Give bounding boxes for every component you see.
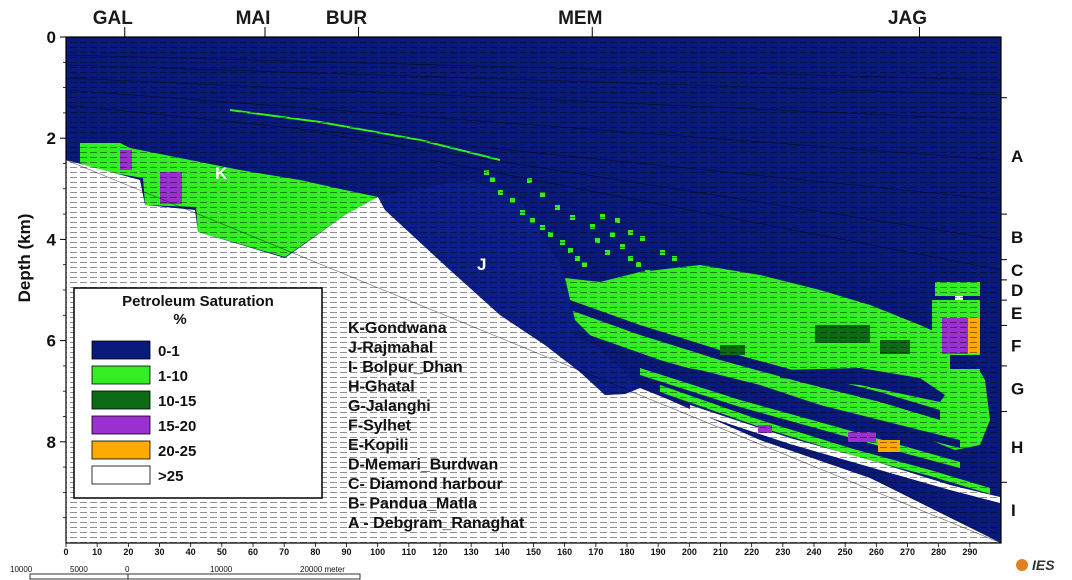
legend-swatch (91, 390, 151, 410)
formation-item: J-Rajmahal (348, 340, 433, 357)
y-tick-label: 2 (47, 129, 56, 148)
scale-bar: 10000 5000 0 10000 20000 meter (10, 565, 361, 580)
x-tick-label: 130 (464, 547, 479, 557)
formation-item: G-Jalanghi (348, 398, 431, 415)
x-tick-label: 280 (931, 547, 946, 557)
scale-label: 5000 (70, 565, 88, 574)
x-tick-label: 100 (370, 547, 385, 557)
x-tick-label: 260 (869, 547, 884, 557)
body-label-k: K (215, 164, 228, 183)
x-tick-label: 40 (186, 547, 196, 557)
scale-label: 20000 meter (300, 565, 345, 574)
x-tick-label: 200 (682, 547, 697, 557)
x-axis: 0 10 20 30 40 50 60 70 80 90 100 110 120 130 140 150 160… (63, 543, 977, 557)
legend-item-label: 10-15 (158, 393, 196, 410)
y-tick-label: 0 (47, 28, 56, 47)
x-tick-label: 190 (651, 547, 666, 557)
y-tick-label: 6 (47, 332, 56, 351)
legend-swatch (91, 340, 151, 360)
x-tick-label: 70 (279, 547, 289, 557)
formation-list: K-Gondwana J-Rajmahal I- Bolpur_Dhan H-Ghat… (348, 320, 525, 532)
legend: Petroleum Saturation % 0-1 1-10 10-15 15-20… (73, 287, 323, 499)
x-tick-label: 110 (402, 547, 417, 557)
formation-item: H-Ghatal (348, 379, 415, 396)
x-tick-label: 60 (248, 547, 258, 557)
y-axis-label: Depth (km) (15, 214, 34, 303)
x-tick-label: 0 (63, 547, 68, 557)
ies-logo-text: IES (1032, 557, 1055, 573)
legend-item-label: 15-20 (158, 418, 196, 435)
x-tick-label: 230 (775, 547, 790, 557)
legend-item-label: 0-1 (158, 343, 180, 360)
zone-label-c: C (1011, 261, 1023, 280)
scale-bar-labels: 10000 5000 0 10000 20000 meter (10, 565, 345, 574)
legend-swatch (91, 365, 151, 385)
x-tick-label: 180 (619, 547, 634, 557)
x-tick-label: 250 (838, 547, 853, 557)
y-tick-label: 4 (47, 230, 57, 249)
legend-swatch (91, 415, 151, 435)
legend-item-label: 1-10 (158, 368, 188, 385)
legend-item-label: >25 (158, 468, 183, 485)
formation-item: A - Debgram_Ranaghat (348, 515, 525, 532)
x-tick-label: 80 (310, 547, 320, 557)
legend-unit: % (173, 311, 186, 328)
well-label-jag: JAG (888, 8, 927, 29)
x-tick-label: 140 (495, 547, 510, 557)
zone-label-g: G (1011, 380, 1024, 399)
well-label-gal: GAL (93, 8, 134, 29)
horizon-lines (66, 54, 1001, 543)
formation-item: E-Kopili (348, 437, 408, 454)
body-label-j: J (477, 255, 486, 274)
zone-label-i: I (1011, 501, 1016, 520)
scale-label: 10000 (210, 565, 233, 574)
x-tick-label: 50 (217, 547, 227, 557)
zone-label-e: E (1011, 304, 1022, 323)
x-tick-label: 170 (588, 547, 603, 557)
x-tick-label: 290 (962, 547, 977, 557)
well-labels: GAL MAI BUR MEM JAG (93, 8, 927, 37)
ies-logo-icon (1016, 559, 1028, 571)
zone-label-f: F (1011, 337, 1021, 356)
well-label-mem: MEM (558, 8, 602, 29)
zone-label-d: D (1011, 281, 1023, 300)
legend-items: 0-1 1-10 10-15 15-20 20-25 >25 (91, 340, 196, 485)
zone-label-b: B (1011, 228, 1023, 247)
zone-label-a: A (1011, 147, 1023, 166)
scale-label: 0 (125, 565, 130, 574)
y-axis: 0 2 4 6 8 (47, 28, 66, 519)
x-tick-label: 20 (123, 547, 133, 557)
well-label-bur: BUR (326, 8, 367, 29)
legend-swatch (91, 465, 151, 485)
x-tick-label: 150 (526, 547, 541, 557)
scale-label: 10000 (10, 565, 33, 574)
legend-title: Petroleum Saturation (122, 293, 274, 310)
y-tick-label: 8 (47, 433, 56, 452)
x-tick-label: 30 (154, 547, 164, 557)
x-tick-label: 270 (900, 547, 915, 557)
x-tick-label: 210 (713, 547, 728, 557)
legend-item-label: 20-25 (158, 443, 196, 460)
formation-item: F-Sylhet (348, 418, 412, 435)
scale-bar-rect (29, 573, 361, 580)
x-tick-label: 90 (341, 547, 351, 557)
x-tick-label: 10 (92, 547, 102, 557)
x-tick-label: 160 (557, 547, 572, 557)
zone-label-h: H (1011, 438, 1023, 457)
well-label-mai: MAI (236, 8, 271, 29)
formation-item: D-Memari_Burdwan (348, 457, 498, 474)
x-tick-label: 240 (806, 547, 821, 557)
legend-swatch (91, 440, 151, 460)
x-tick-label: 120 (432, 547, 447, 557)
x-tick-label: 220 (744, 547, 759, 557)
formation-item: B- Pandua_Matla (348, 496, 477, 513)
ies-logo: IES (1016, 557, 1055, 573)
formation-item: K-Gondwana (348, 320, 447, 337)
formation-item: I- Bolpur_Dhan (348, 359, 463, 376)
formation-item: C- Diamond harbour (348, 476, 503, 493)
